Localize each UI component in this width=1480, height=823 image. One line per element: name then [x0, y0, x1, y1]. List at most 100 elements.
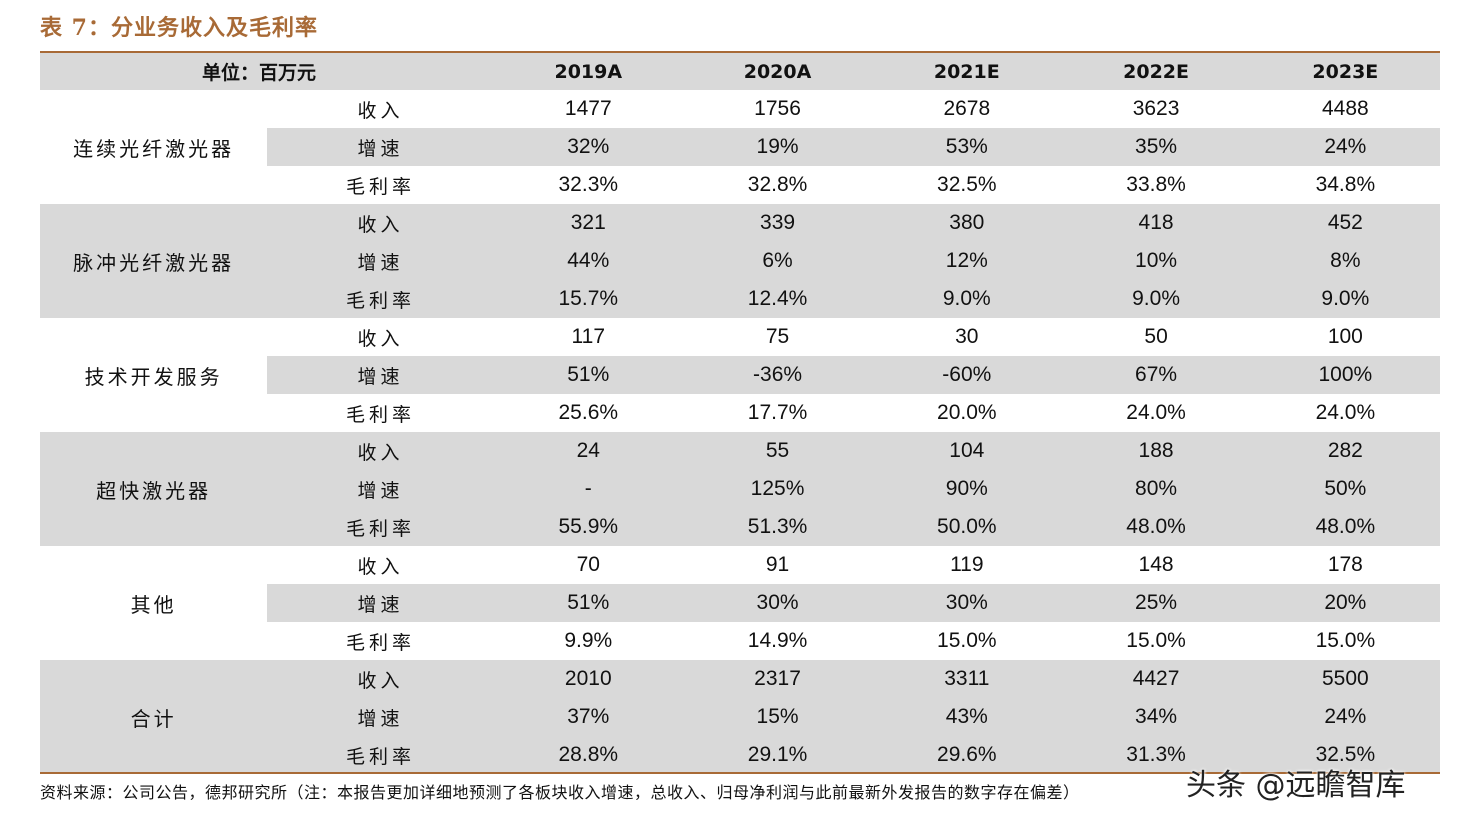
- value-cell: 15.0%: [1315, 629, 1376, 652]
- top-rule: [40, 51, 1440, 53]
- metric-label: 毛利率: [267, 508, 494, 546]
- value-cell: 70: [576, 553, 600, 576]
- value-cell: 6%: [682, 242, 873, 280]
- value-cell: -60%: [872, 356, 1062, 394]
- value-cell: 28.8%: [493, 736, 683, 774]
- table-body: 连续光纤激光器 收入 1477 1756 2678 3623 4488 增速 32% 19% 53%…: [40, 90, 1440, 774]
- table-row: 合计 收入 2010 2317 3311 4427 5500: [40, 660, 1440, 774]
- value-cell: 24%: [1250, 698, 1440, 736]
- value-cell: 32%: [493, 128, 683, 166]
- table-row: 其他 收入 70 91 119 148 178: [40, 546, 1440, 617]
- metric-label: 收入: [267, 204, 494, 242]
- value-cell: 282: [1250, 432, 1440, 470]
- value-cell: 25%: [1061, 584, 1251, 622]
- value-cell: 34%: [1061, 698, 1251, 736]
- metric-label: 毛利率: [345, 175, 415, 198]
- value-cell: 9.0%: [1250, 280, 1440, 318]
- value-cell: 20.0%: [937, 401, 997, 424]
- value-cell: 9.0%: [872, 280, 1062, 318]
- value-cell: 32.8%: [747, 173, 808, 196]
- value-cell: 55.9%: [493, 508, 683, 546]
- value-cell: -36%: [682, 356, 873, 394]
- value-cell: 2317: [682, 660, 873, 698]
- value-cell: 4427: [1061, 660, 1251, 698]
- metric-label: 毛利率: [267, 736, 494, 774]
- value-cell: 2010: [493, 660, 683, 698]
- value-cell: 3623: [1132, 97, 1180, 120]
- table-row: 毛利率 32.3% 32.8% 32.5% 33.8% 34.8%: [40, 166, 1440, 204]
- value-cell: 19%: [682, 128, 873, 166]
- value-cell: 24: [493, 432, 683, 470]
- value-cell: 148: [1138, 553, 1174, 576]
- segment-name: 脉冲光纤激光器: [40, 204, 268, 318]
- value-cell: 51%: [493, 584, 683, 622]
- value-cell: 24%: [1250, 128, 1440, 166]
- value-cell: 24.0%: [1126, 401, 1186, 424]
- table-row: 毛利率 15.7% 12.4% 9.0% 9.0% 9.0%: [40, 280, 1440, 318]
- segment-name: 其他: [130, 592, 177, 617]
- value-cell: 17.7%: [747, 401, 808, 424]
- value-cell: 188: [1061, 432, 1251, 470]
- table-row: 连续光纤激光器 收入 1477 1756 2678 3623 4488: [40, 90, 1440, 161]
- metric-label: 收入: [267, 660, 494, 698]
- value-cell: 50%: [1250, 470, 1440, 508]
- year-header: 2019A: [493, 53, 683, 90]
- metric-label: 增速: [267, 356, 494, 394]
- metric-label: 增速: [267, 698, 494, 736]
- value-cell: 24.0%: [1315, 401, 1376, 424]
- value-cell: 12%: [872, 242, 1062, 280]
- value-cell: 67%: [1061, 356, 1251, 394]
- value-cell: 15.7%: [493, 280, 683, 318]
- metric-label: 收入: [357, 555, 404, 578]
- value-cell: 119: [950, 553, 984, 576]
- unit-label: 单位：百万元: [40, 53, 494, 90]
- value-cell: 30%: [682, 584, 873, 622]
- value-cell: 75: [765, 325, 790, 348]
- metric-label: 增速: [267, 584, 494, 622]
- value-cell: 48.0%: [1250, 508, 1440, 546]
- value-cell: 100: [1327, 325, 1363, 348]
- value-cell: 380: [872, 204, 1062, 242]
- value-cell: 37%: [493, 698, 683, 736]
- value-cell: 51.3%: [682, 508, 873, 546]
- table-row: 增速 32% 19% 53% 35% 24%: [40, 128, 1440, 166]
- value-cell: 2678: [943, 97, 991, 120]
- metric-label: 毛利率: [267, 280, 494, 318]
- year-header: 2022E: [1061, 53, 1251, 90]
- value-cell: 29.1%: [682, 736, 873, 774]
- year-header: 2023E: [1250, 53, 1440, 90]
- value-cell: 33.8%: [1126, 173, 1186, 196]
- table-row: 增速 -125% 90% 80% 50%: [40, 470, 1440, 508]
- value-cell: 14.9%: [747, 629, 808, 652]
- value-cell: 55: [682, 432, 873, 470]
- table-row: 脉冲光纤激光器 收入 321 339 380 418 452: [40, 204, 1440, 318]
- table-row: 超快激光器 收入 24 55 104 188 282: [40, 432, 1440, 546]
- value-cell: 50: [1144, 325, 1168, 348]
- value-cell: 418: [1061, 204, 1251, 242]
- value-cell: 30: [955, 325, 979, 348]
- value-cell: 4488: [1321, 97, 1369, 120]
- value-cell: 30%: [872, 584, 1062, 622]
- metric-label: 毛利率: [345, 403, 415, 426]
- table-row: 毛利率 28.8% 29.1% 29.6% 31.3% 32.5%: [40, 736, 1440, 774]
- value-cell: 51%: [493, 356, 683, 394]
- header-row: 单位：百万元 2019A 2020A 2021E 2022E 2023E: [40, 53, 1440, 90]
- value-cell: 32.5%: [1250, 736, 1440, 774]
- value-cell: 34.8%: [1315, 173, 1376, 196]
- table-row: 技术开发服务 收入 117 75 30 50 100: [40, 318, 1440, 389]
- value-cell: 8%: [1250, 242, 1440, 280]
- value-cell: 48.0%: [1061, 508, 1251, 546]
- value-cell: 125%: [682, 470, 873, 508]
- segment-name: 合计: [40, 660, 268, 774]
- value-cell: 104: [872, 432, 1062, 470]
- value-cell: 80%: [1061, 470, 1251, 508]
- value-cell: 25.6%: [558, 401, 619, 424]
- value-cell: 29.6%: [872, 736, 1062, 774]
- segment-name: 超快激光器: [40, 432, 268, 546]
- value-cell: 452: [1250, 204, 1440, 242]
- bottom-rule: [40, 772, 1440, 774]
- metric-label: 收入: [267, 432, 494, 470]
- value-cell: 10%: [1061, 242, 1251, 280]
- table-row: 毛利率 25.6% 17.7% 20.0% 24.0% 24.0%: [40, 394, 1440, 432]
- value-cell: 3311: [872, 660, 1062, 698]
